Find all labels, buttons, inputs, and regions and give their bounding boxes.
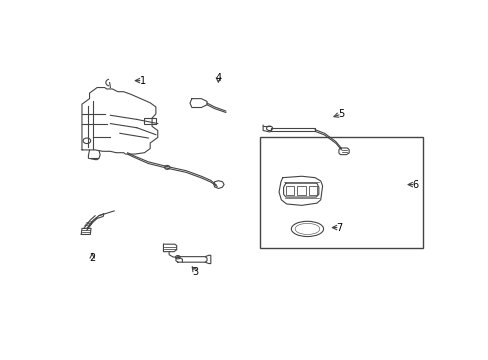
Bar: [308, 186, 316, 195]
Bar: [260, 138, 422, 248]
Text: 1: 1: [139, 76, 145, 86]
Text: 5: 5: [338, 109, 344, 119]
Text: 6: 6: [411, 180, 418, 190]
Text: 3: 3: [192, 267, 198, 277]
Text: 7: 7: [336, 222, 342, 233]
Bar: [297, 186, 305, 195]
Text: 4: 4: [215, 73, 221, 83]
Text: 2: 2: [89, 253, 95, 263]
Bar: [144, 118, 156, 123]
Bar: [285, 186, 294, 195]
